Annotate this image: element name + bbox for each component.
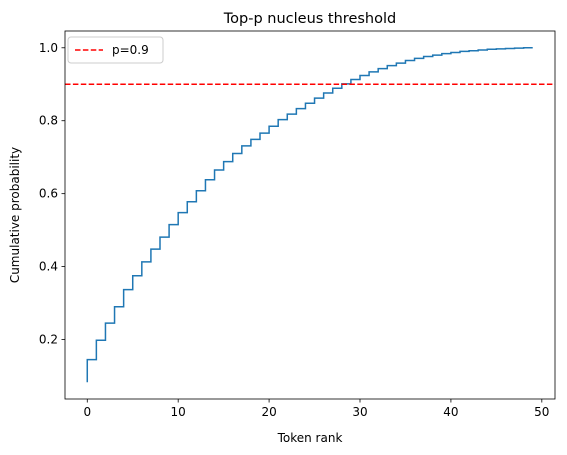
legend-box <box>67 36 164 64</box>
cumulative-probability-step-line <box>86 47 533 383</box>
y-tick-label: 0.6 <box>39 187 58 201</box>
x-tick-label: 30 <box>352 405 367 419</box>
y-axis-label: Cumulative probability <box>8 147 22 283</box>
x-axis-label: Token rank <box>277 431 343 445</box>
x-tick-label: 40 <box>443 405 458 419</box>
ticks-layer: 0 10 20 30 40 50 0.2 0.4 0.6 0.8 1.0 <box>39 41 550 419</box>
y-tick-label: 0.2 <box>39 333 58 347</box>
legend-label-threshold: p=0.9 <box>112 43 149 57</box>
x-tick-label: 50 <box>534 405 549 419</box>
chart-title: Top-p nucleus threshold <box>223 11 396 27</box>
plot-layer <box>65 47 555 383</box>
legend: p=0.9 <box>67 36 164 64</box>
y-tick-label: 0.4 <box>39 260 58 274</box>
plot-frame <box>64 30 556 400</box>
y-tick-label: 0.8 <box>39 114 58 128</box>
x-tick-label: 0 <box>83 405 91 419</box>
x-tick-label: 20 <box>261 405 276 419</box>
y-tick-label: 1.0 <box>39 41 58 55</box>
x-tick-label: 10 <box>171 405 186 419</box>
